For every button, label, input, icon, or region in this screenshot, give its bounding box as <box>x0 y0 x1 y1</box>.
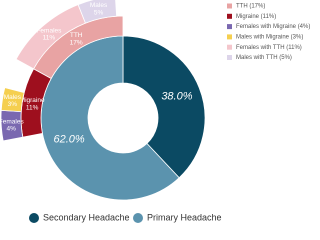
legend-swatch <box>227 13 232 19</box>
segment-label-line: 3% <box>8 101 18 108</box>
chart: 38.0%62.0%TTH 17%Migraine 11%Females 4%Male… <box>0 0 310 223</box>
segment-label: Migraine 11% <box>20 97 45 111</box>
legend-swatch <box>227 3 232 9</box>
segment-label: Males 5% <box>90 2 108 16</box>
segment-label: TTH 17% <box>70 32 83 46</box>
segment-label-line: 11% <box>26 104 39 111</box>
legend-label: TTH (17%) <box>236 4 265 10</box>
segment-label-line: 11% <box>43 34 56 41</box>
legend-swatch <box>227 34 232 40</box>
legend-marker <box>133 213 143 223</box>
legend-swatch <box>227 44 232 50</box>
segment-label-line: Females <box>0 118 24 125</box>
segment-label-line: 17% <box>70 39 83 46</box>
legend-label: Secondary Headache <box>43 212 130 222</box>
legend-marker <box>29 213 39 223</box>
segment-label: Females 11% <box>36 27 62 41</box>
segment-label-line: 5% <box>94 9 104 16</box>
outer-segment <box>77 0 118 24</box>
segment-label: Males 3% <box>4 93 22 107</box>
segment-label-line: Migraine <box>20 97 45 104</box>
segment-label-line: Males <box>4 93 22 100</box>
segment-label: Females 4% <box>0 118 24 132</box>
legend-label: Males with TTH (5%) <box>236 55 292 61</box>
legend-swatch <box>227 24 232 30</box>
segment-label-line: 4% <box>7 125 17 132</box>
segment-label-line: TTH <box>70 32 83 39</box>
legend-label: Primary Headache <box>147 212 222 222</box>
segment-label-line: Males <box>90 2 108 9</box>
legend-swatch <box>227 55 232 60</box>
segment-label-line: Females <box>36 27 62 34</box>
legend-label: Migraine (11%) <box>236 14 276 20</box>
outer-segment <box>0 87 25 113</box>
value-label: 62.0% <box>53 133 84 145</box>
legend-label: Females with Migraine (4%) <box>236 24 310 30</box>
legend-label: Males with Migraine (3%) <box>236 34 303 40</box>
value-label: 38.0% <box>161 91 192 103</box>
legend-label: Females with TTH (11%) <box>236 45 302 51</box>
inner-segment <box>122 35 206 179</box>
